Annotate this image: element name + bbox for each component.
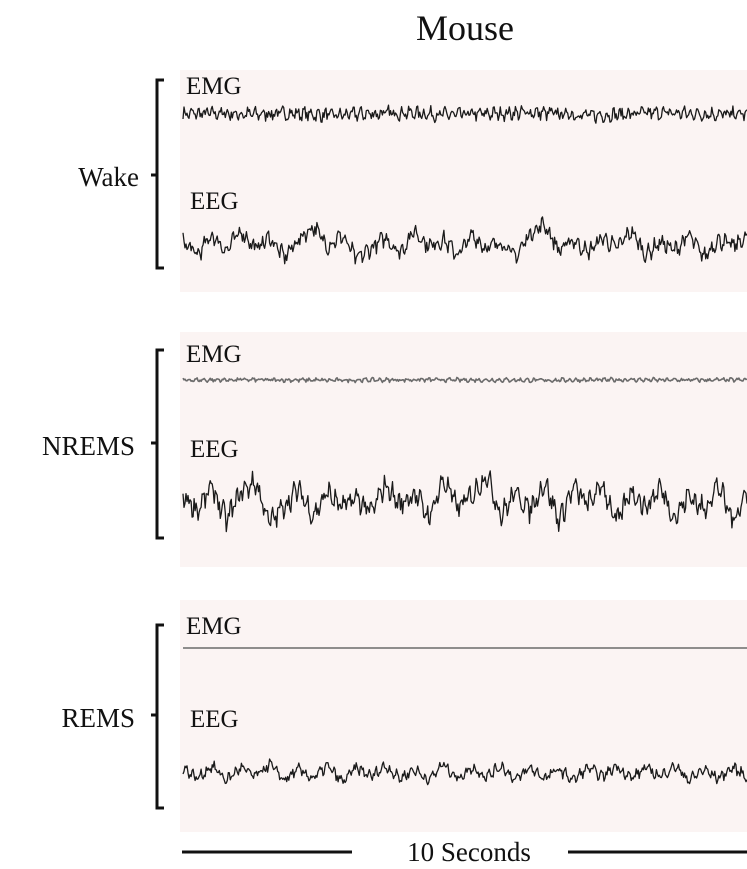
trace-group — [182, 104, 747, 786]
channel-label-rems-eeg: EEG — [190, 706, 239, 733]
trace-rems-eeg — [182, 758, 747, 786]
trace-nrems-emg — [182, 376, 747, 384]
channel-label-wake-eeg: EEG — [190, 188, 239, 215]
channel-label-rems-emg: EMG — [186, 613, 242, 640]
trace-nrems-eeg — [182, 470, 747, 533]
panel-background-wake — [180, 70, 747, 292]
panel-background-rems — [180, 600, 747, 832]
state-label-nrems: NREMS — [42, 431, 135, 461]
bracket-rems — [151, 623, 164, 810]
panel-background-nrems — [180, 332, 747, 567]
trace-wake-emg — [182, 104, 747, 124]
channel-label-nrems-eeg: EEG — [190, 436, 239, 463]
trace-wake-eeg — [182, 216, 747, 265]
state-label-rems: REMS — [61, 703, 135, 733]
bracket-wake — [151, 78, 164, 270]
figure-title: Mouse — [416, 8, 514, 48]
bracket-nrems — [151, 348, 164, 540]
scale-bar-label: 10 Seconds — [407, 837, 531, 867]
channel-label-wake-emg: EMG — [186, 73, 242, 100]
channel-label-nrems-emg: EMG — [186, 341, 242, 368]
state-label-wake: Wake — [78, 162, 139, 192]
